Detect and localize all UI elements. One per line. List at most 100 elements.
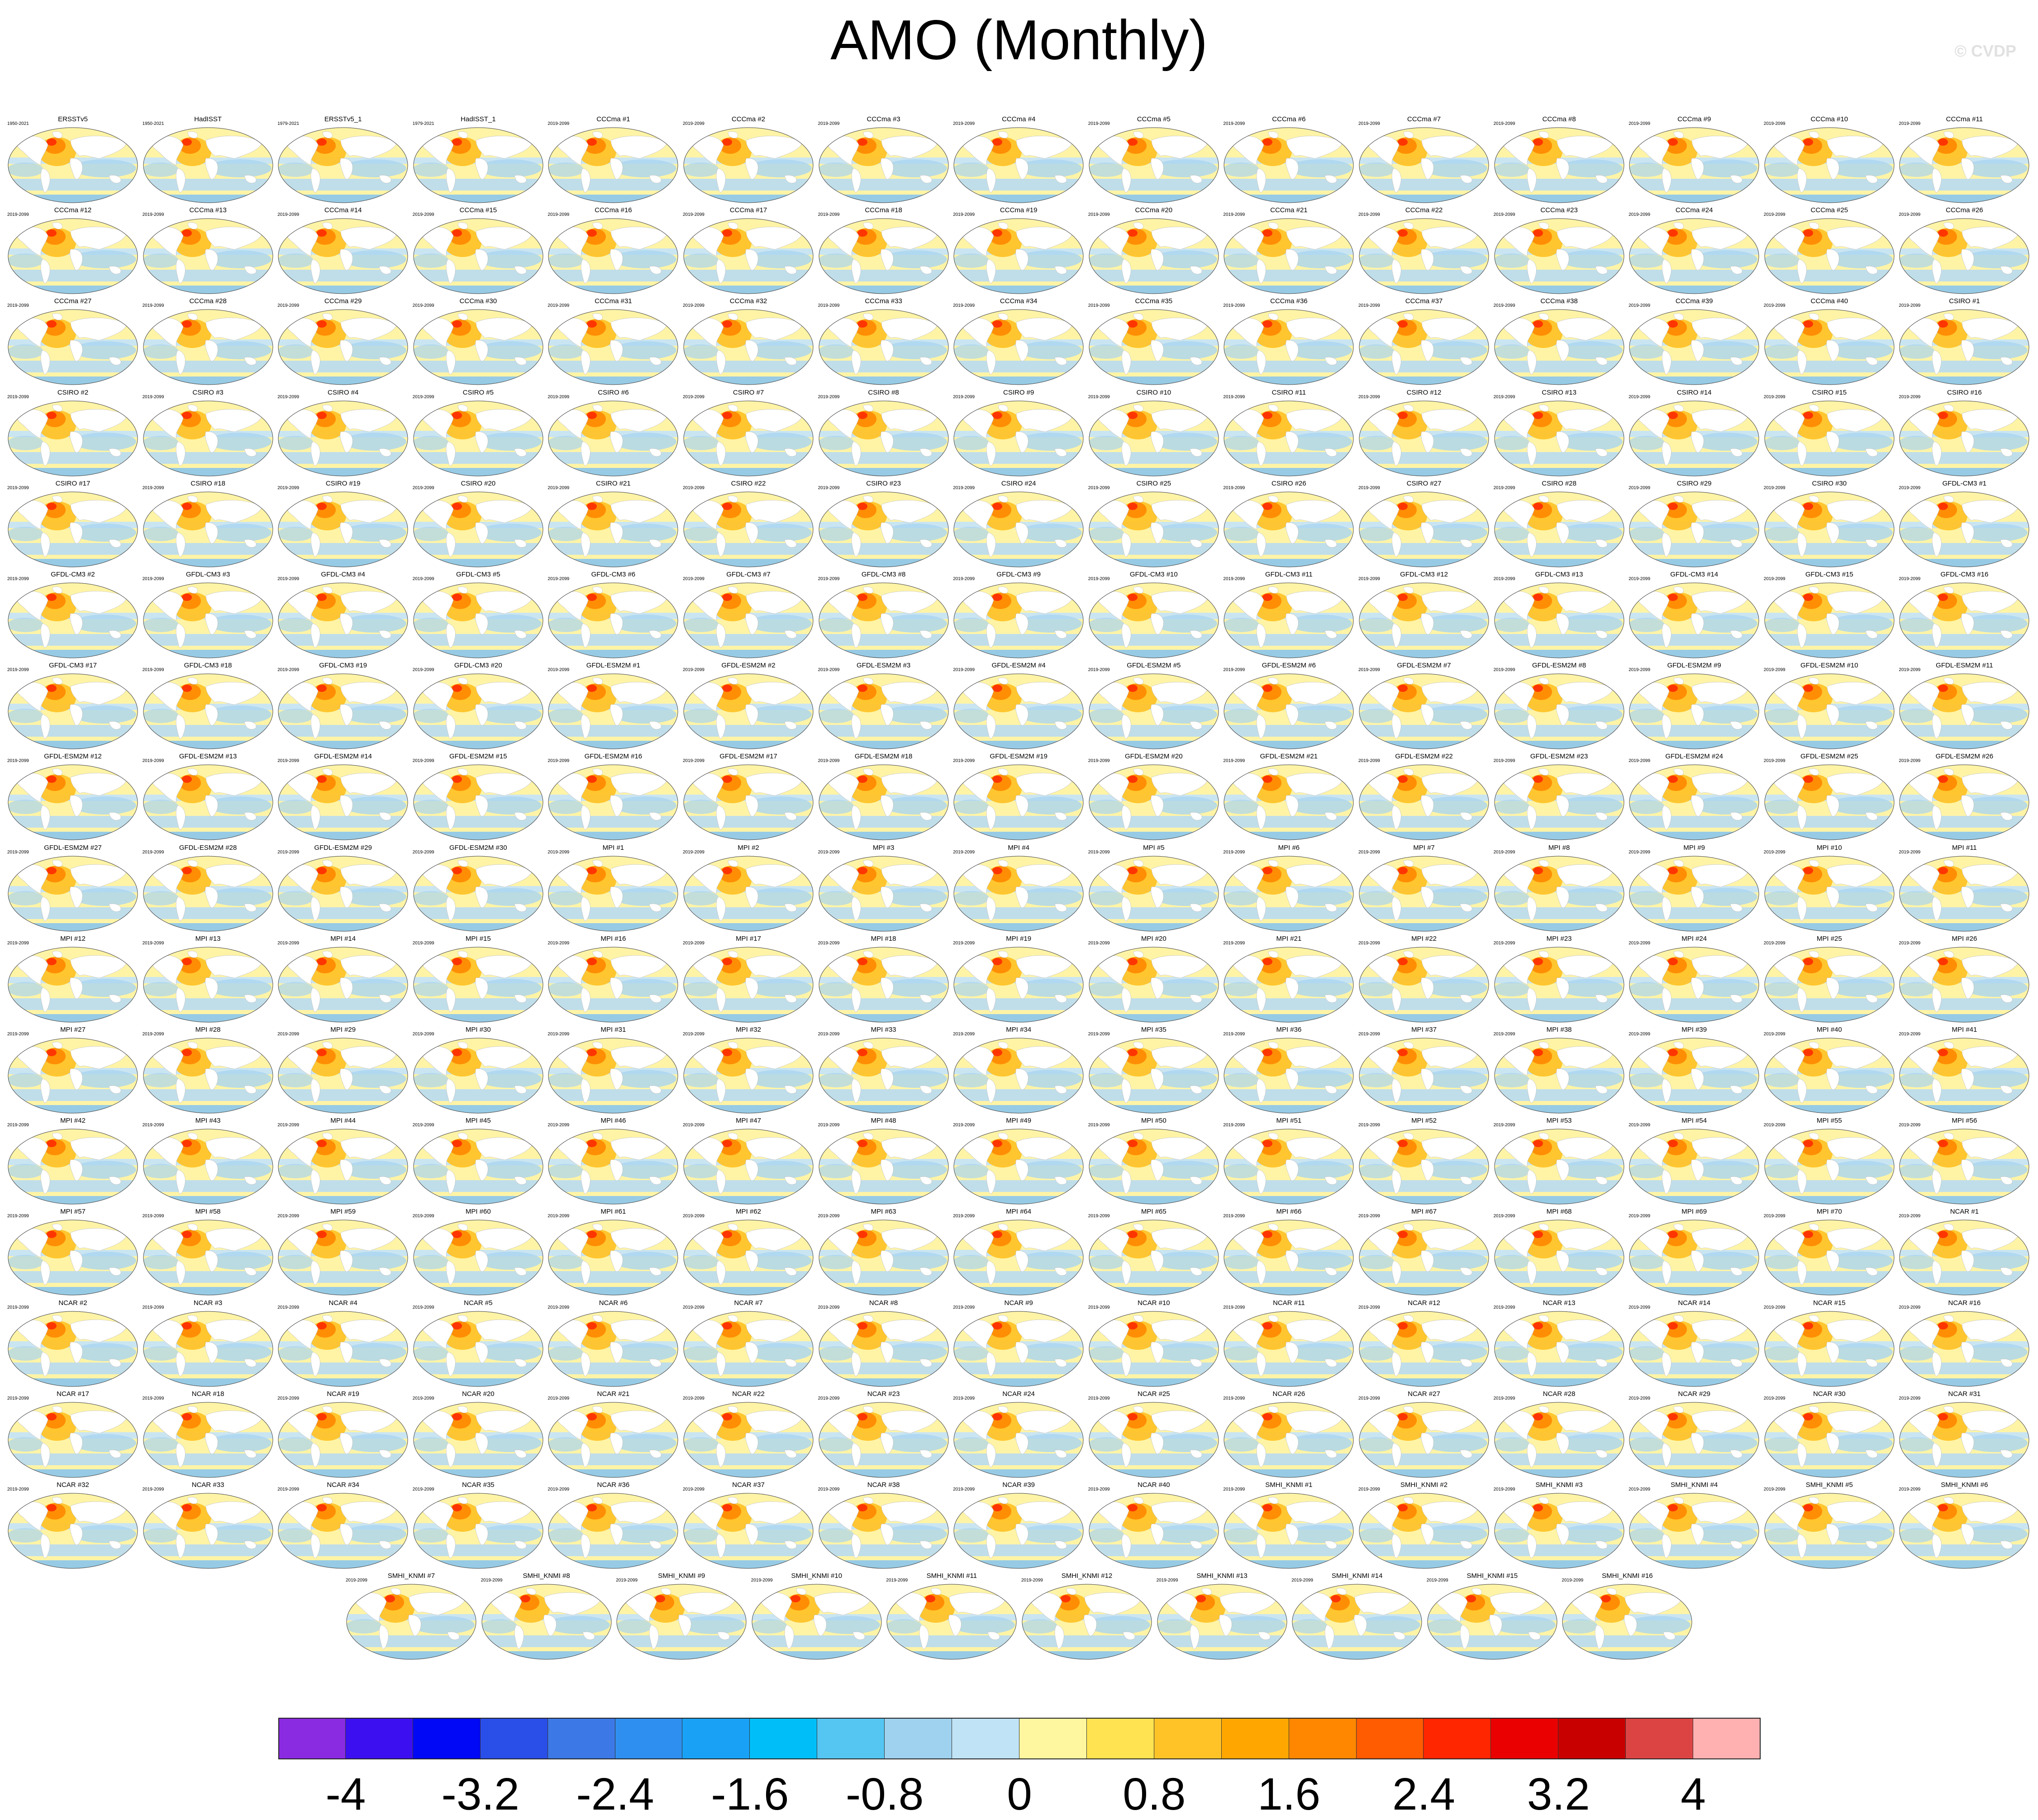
panel-period: 2019-2099 [277,940,300,946]
panel-title: GFDL-ESM2M #22 [1395,753,1453,761]
panel-title: NCAR #27 [1408,1390,1440,1398]
map-panel: MPI #7 2019-2099 [1357,844,1491,934]
map-panel: GFDL-ESM2M #4 2019-2099 [951,662,1086,752]
amo-map [819,673,949,749]
map-panel: GFDL-CM3 #7 2019-2099 [681,571,816,661]
amo-map [143,218,273,294]
map-panel-grid: ERSSTv5 1950-2021 HadISST 1950-2021 ERSSTv5_… [5,115,2032,1663]
amo-map [548,491,678,567]
panel-title: MPI #10 [1816,843,1842,852]
panel-period: 2019-2099 [1088,121,1110,126]
panel-period: 2019-2099 [1628,121,1651,126]
panel-period: 2019-2099 [1358,1032,1380,1037]
map-panel: NCAR #9 2019-2099 [951,1299,1086,1390]
map-panel: MPI #21 2019-2099 [1221,935,1356,1025]
amo-map [683,1129,814,1205]
panel-title: MPI #53 [1546,1117,1572,1125]
panel-period: 2019-2099 [1088,849,1110,855]
panel-period: 2019-2099 [1088,1032,1110,1037]
panel-title: CCCma #40 [1810,297,1848,305]
map-panel: NCAR #8 2019-2099 [816,1299,951,1390]
map-panel: MPI #12 2019-2099 [5,935,140,1025]
map-panel: CSIRO #6 2019-2099 [546,389,681,479]
panel-title: CCCma #38 [1540,297,1578,305]
panel-period: 2019-2099 [953,1487,975,1492]
panel-title: CSIRO #25 [1136,479,1171,487]
map-panel: NCAR #31 2019-2099 [1897,1390,2032,1481]
panel-title: MPI #38 [1546,1026,1572,1034]
map-panel: ERSSTv5_1 1979-2021 [276,115,410,206]
panel-period: 2019-2099 [142,394,164,400]
colorbar-box [1289,1718,1357,1759]
panel-period: 2019-2099 [1493,485,1515,491]
panel-title: CSIRO #23 [866,479,901,487]
panel-title: MPI #33 [871,1026,896,1034]
map-panel: CSIRO #30 2019-2099 [1762,480,1897,570]
panel-period: 2019-2099 [277,667,300,673]
amo-map [953,947,1084,1023]
map-panel: NCAR #27 2019-2099 [1357,1390,1491,1481]
panel-period: 2019-2099 [683,940,705,946]
map-panel: NCAR #21 2019-2099 [546,1390,681,1481]
panel-title: MPI #54 [1681,1117,1707,1125]
panel-period: 2019-2099 [683,485,705,491]
map-panel: CSIRO #8 2019-2099 [816,389,951,479]
colorbar-box [1086,1718,1154,1759]
panel-period: 2019-2099 [412,667,434,673]
panel-period: 2019-2099 [277,849,300,855]
panel-period: 2019-2099 [683,303,705,309]
amo-map [1359,1129,1489,1205]
colorbar-box [1019,1718,1087,1759]
panel-period: 2019-2099 [7,212,29,218]
map-panel: SMHI_KNMI #16 2019-2099 [1560,1572,1695,1663]
panel-period: 2019-2099 [548,212,570,218]
panel-title: GFDL-ESM2M #16 [584,753,643,761]
panel-title: MPI #30 [465,1026,491,1034]
panel-title: NCAR #8 [869,1299,898,1307]
panel-period: 2019-2099 [953,1305,975,1310]
amo-map [1899,1402,2029,1478]
amo-map [953,1220,1084,1296]
panel-title: CCCma #37 [1405,297,1443,305]
panel-period: 2019-2099 [1628,576,1651,581]
panel-period: 2019-2099 [277,303,300,309]
panel-title: SMHI_KNMI #11 [926,1572,977,1580]
map-panel: NCAR #28 2019-2099 [1492,1390,1627,1481]
map-panel: NCAR #16 2019-2099 [1897,1299,2032,1390]
panel-period: 2019-2099 [1088,1396,1110,1401]
amo-map [1494,1311,1624,1387]
amo-map [1764,309,1895,385]
amo-map [1494,764,1624,840]
amo-map [278,491,408,567]
map-panel: NCAR #39 2019-2099 [951,1481,1086,1572]
amo-map [8,400,138,476]
panel-period: 2019-2099 [818,1487,840,1492]
map-panel: GFDL-CM3 #4 2019-2099 [276,571,410,661]
amo-map [1764,127,1895,203]
panel-title: CCCma #22 [1405,206,1443,214]
map-panel: GFDL-ESM2M #17 2019-2099 [681,753,816,843]
panel-period: 2019-2099 [1628,940,1651,946]
map-panel: CCCma #30 2019-2099 [411,297,546,388]
panel-title: MPI #2 [738,843,759,852]
map-panel: MPI #40 2019-2099 [1762,1026,1897,1116]
amo-map [1359,1220,1489,1296]
panel-title: CCCma #24 [1675,206,1713,214]
amo-map [1224,1402,1354,1478]
panel-period: 2019-2099 [1493,1305,1515,1310]
amo-map [1764,1038,1895,1114]
map-panel: GFDL-ESM2M #24 2019-2099 [1627,753,1762,843]
map-panel: SMHI_KNMI #10 2019-2099 [749,1572,884,1663]
amo-map [548,127,678,203]
map-panel: NCAR #15 2019-2099 [1762,1299,1897,1390]
panel-title: SMHI_KNMI #5 [1805,1481,1853,1489]
amo-map [752,1584,882,1660]
map-panel: MPI #53 2019-2099 [1492,1117,1627,1207]
amo-map [548,673,678,749]
panel-title: GFDL-CM3 #17 [49,662,97,670]
amo-map [143,400,273,476]
map-panel: CSIRO #26 2019-2099 [1221,480,1356,570]
panel-title: MPI #66 [1276,1208,1302,1216]
panel-period: 2019-2099 [953,758,975,764]
panel-title: GFDL-ESM2M #3 [856,662,911,670]
